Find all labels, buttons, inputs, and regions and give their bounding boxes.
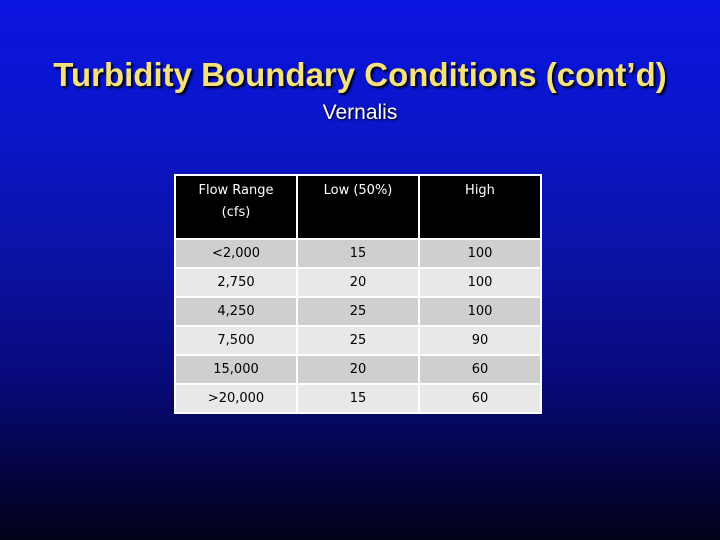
header-low: Low (50%): [296, 174, 420, 240]
cell-high: 90: [418, 325, 542, 356]
cell-high: 100: [418, 238, 542, 269]
table-header-row: Flow Range (cfs) Low (50%) High: [174, 174, 542, 240]
table-row: >20,000 15 60: [174, 383, 542, 414]
cell-high: 60: [418, 383, 542, 414]
cell-high: 100: [418, 296, 542, 327]
table-row: 4,250 25 100: [174, 296, 542, 327]
cell-high: 60: [418, 354, 542, 385]
slide-subtitle: Vernalis: [322, 101, 398, 124]
table-row: 7,500 25 90: [174, 325, 542, 356]
cell-low: 20: [296, 267, 420, 298]
table-row: 2,750 20 100: [174, 267, 542, 298]
cell-flow-range: 15,000: [174, 354, 298, 385]
cell-low: 15: [296, 383, 420, 414]
slide-title: Turbidity Boundary Conditions (cont’d): [53, 56, 667, 93]
cell-flow-range: 7,500: [174, 325, 298, 356]
cell-low: 25: [296, 325, 420, 356]
cell-flow-range: 2,750: [174, 267, 298, 298]
header-flow-range: Flow Range (cfs): [174, 174, 298, 240]
turbidity-table: Flow Range (cfs) Low (50%) High <2,000 1…: [174, 174, 542, 414]
table-row: <2,000 15 100: [174, 238, 542, 269]
table-row: 15,000 20 60: [174, 354, 542, 385]
cell-flow-range: 4,250: [174, 296, 298, 327]
cell-flow-range: <2,000: [174, 238, 298, 269]
cell-low: 15: [296, 238, 420, 269]
cell-high: 100: [418, 267, 542, 298]
cell-flow-range: >20,000: [174, 383, 298, 414]
cell-low: 20: [296, 354, 420, 385]
cell-low: 25: [296, 296, 420, 327]
header-high: High: [418, 174, 542, 240]
